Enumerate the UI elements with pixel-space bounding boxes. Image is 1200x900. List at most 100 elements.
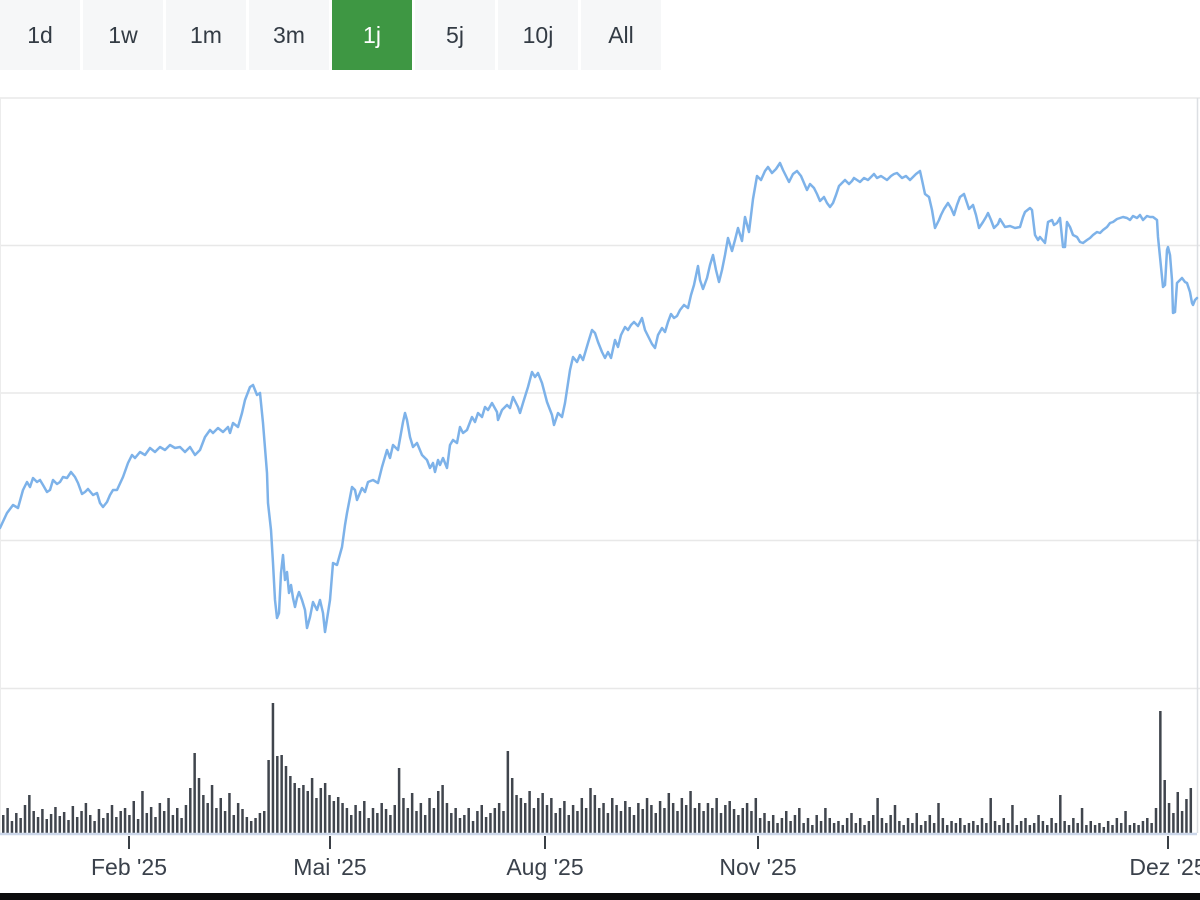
range-button-1d[interactable]: 1d bbox=[0, 0, 80, 70]
volume-bar bbox=[1159, 711, 1162, 833]
volume-bar bbox=[58, 816, 62, 833]
volume-bar bbox=[115, 817, 118, 833]
volume-bar bbox=[1019, 821, 1023, 833]
bottom-divider bbox=[0, 893, 1200, 900]
volume-bar bbox=[750, 811, 753, 833]
volume-bar bbox=[15, 813, 18, 833]
volume-bar bbox=[858, 818, 862, 833]
volume-bar bbox=[515, 795, 518, 833]
volume-bar bbox=[62, 812, 66, 833]
volume-bar bbox=[563, 801, 566, 833]
volume-bar bbox=[276, 756, 279, 833]
x-axis-label: Mai '25 bbox=[293, 854, 366, 880]
volume-bar bbox=[1032, 823, 1036, 833]
volume-bar bbox=[828, 818, 831, 833]
volume-bar bbox=[584, 808, 588, 833]
volume-bar bbox=[367, 818, 370, 833]
volume-bar bbox=[789, 821, 792, 833]
range-toolbar: 1d 1w 1m 3m 1j 5j 10j All bbox=[0, 0, 661, 70]
volume-bar bbox=[241, 809, 244, 833]
volume-bar bbox=[532, 808, 536, 833]
volume-bar bbox=[880, 818, 884, 833]
volume-bar bbox=[906, 818, 910, 833]
volume-bar bbox=[489, 813, 492, 833]
volume-bar bbox=[480, 805, 483, 833]
volume-bar bbox=[537, 798, 540, 833]
volume-bar bbox=[715, 798, 718, 833]
volume-bar bbox=[1046, 825, 1049, 833]
volume-bar bbox=[693, 808, 697, 833]
volume-bar bbox=[1028, 825, 1032, 833]
volume-bar bbox=[541, 793, 544, 833]
volume-bar bbox=[389, 815, 392, 833]
volume-bar bbox=[232, 815, 236, 833]
volume-bar bbox=[737, 815, 740, 833]
range-button-1m[interactable]: 1m bbox=[166, 0, 246, 70]
volume-bar bbox=[767, 821, 771, 833]
volume-bar bbox=[954, 823, 958, 833]
volume-bar bbox=[49, 814, 53, 833]
volume-bar bbox=[589, 788, 592, 833]
volume-bar bbox=[989, 798, 992, 833]
volume-bar bbox=[519, 798, 523, 833]
range-button-1w[interactable]: 1w bbox=[83, 0, 163, 70]
volume-bar bbox=[176, 808, 179, 833]
volume-bar bbox=[550, 798, 553, 833]
volume-bar bbox=[1176, 792, 1179, 833]
volume-bar bbox=[850, 813, 853, 833]
volume-bar bbox=[432, 808, 436, 833]
volume-bar bbox=[876, 798, 879, 833]
volume-bar bbox=[702, 811, 705, 833]
volume-bar bbox=[306, 791, 309, 833]
x-axis-label: Feb '25 bbox=[91, 854, 167, 880]
volume-bar bbox=[162, 811, 166, 833]
volume-bar bbox=[393, 805, 396, 833]
volume-bar bbox=[302, 785, 305, 833]
volume-bar bbox=[293, 783, 296, 833]
volume-bar bbox=[528, 791, 531, 833]
volume-bar bbox=[102, 818, 105, 833]
volume-bar bbox=[1154, 808, 1158, 833]
x-axis-ticks: Feb '25 Mai '25 Aug '25 Nov '25 Dez '25 bbox=[91, 836, 1200, 880]
volume-bar bbox=[667, 793, 671, 833]
range-button-all[interactable]: All bbox=[581, 0, 661, 70]
range-button-1j[interactable]: 1j bbox=[332, 0, 412, 70]
volume-bar bbox=[1076, 823, 1079, 833]
volume-bar bbox=[136, 819, 140, 833]
range-button-5j[interactable]: 5j bbox=[415, 0, 495, 70]
volume-bar bbox=[1141, 821, 1145, 833]
volume-bar bbox=[97, 809, 101, 833]
volume-bar bbox=[145, 813, 149, 833]
volume-bar bbox=[502, 811, 505, 833]
volume-bar bbox=[189, 788, 192, 833]
range-button-10j[interactable]: 10j bbox=[498, 0, 578, 70]
volume-bar bbox=[771, 815, 775, 833]
volume-bar bbox=[32, 811, 35, 833]
volume-bar bbox=[941, 818, 945, 833]
volume-bar bbox=[819, 821, 823, 833]
volume-bar bbox=[463, 815, 466, 833]
volume-bar bbox=[80, 811, 83, 833]
volume-bar bbox=[206, 803, 209, 833]
volume-bar bbox=[106, 813, 109, 833]
volume-bar bbox=[289, 776, 292, 833]
volume-bar bbox=[1002, 818, 1005, 833]
volume-bar bbox=[467, 808, 470, 833]
volume-bar bbox=[602, 803, 605, 833]
volume-bar bbox=[993, 821, 997, 833]
range-button-3m[interactable]: 3m bbox=[249, 0, 329, 70]
volume-bar bbox=[354, 805, 357, 833]
volume-bar bbox=[1098, 823, 1101, 833]
volume-bar bbox=[1067, 825, 1071, 833]
volume-bar bbox=[972, 821, 975, 833]
volume-bar bbox=[597, 808, 601, 833]
volume-bar bbox=[223, 811, 227, 833]
volume-bar bbox=[1085, 825, 1088, 833]
volume-bar bbox=[437, 791, 440, 833]
volume-bar bbox=[593, 795, 597, 833]
volume-bar bbox=[41, 809, 44, 833]
volume-bar bbox=[271, 703, 275, 833]
volume-bar bbox=[454, 808, 457, 833]
volume-bar bbox=[580, 798, 584, 833]
